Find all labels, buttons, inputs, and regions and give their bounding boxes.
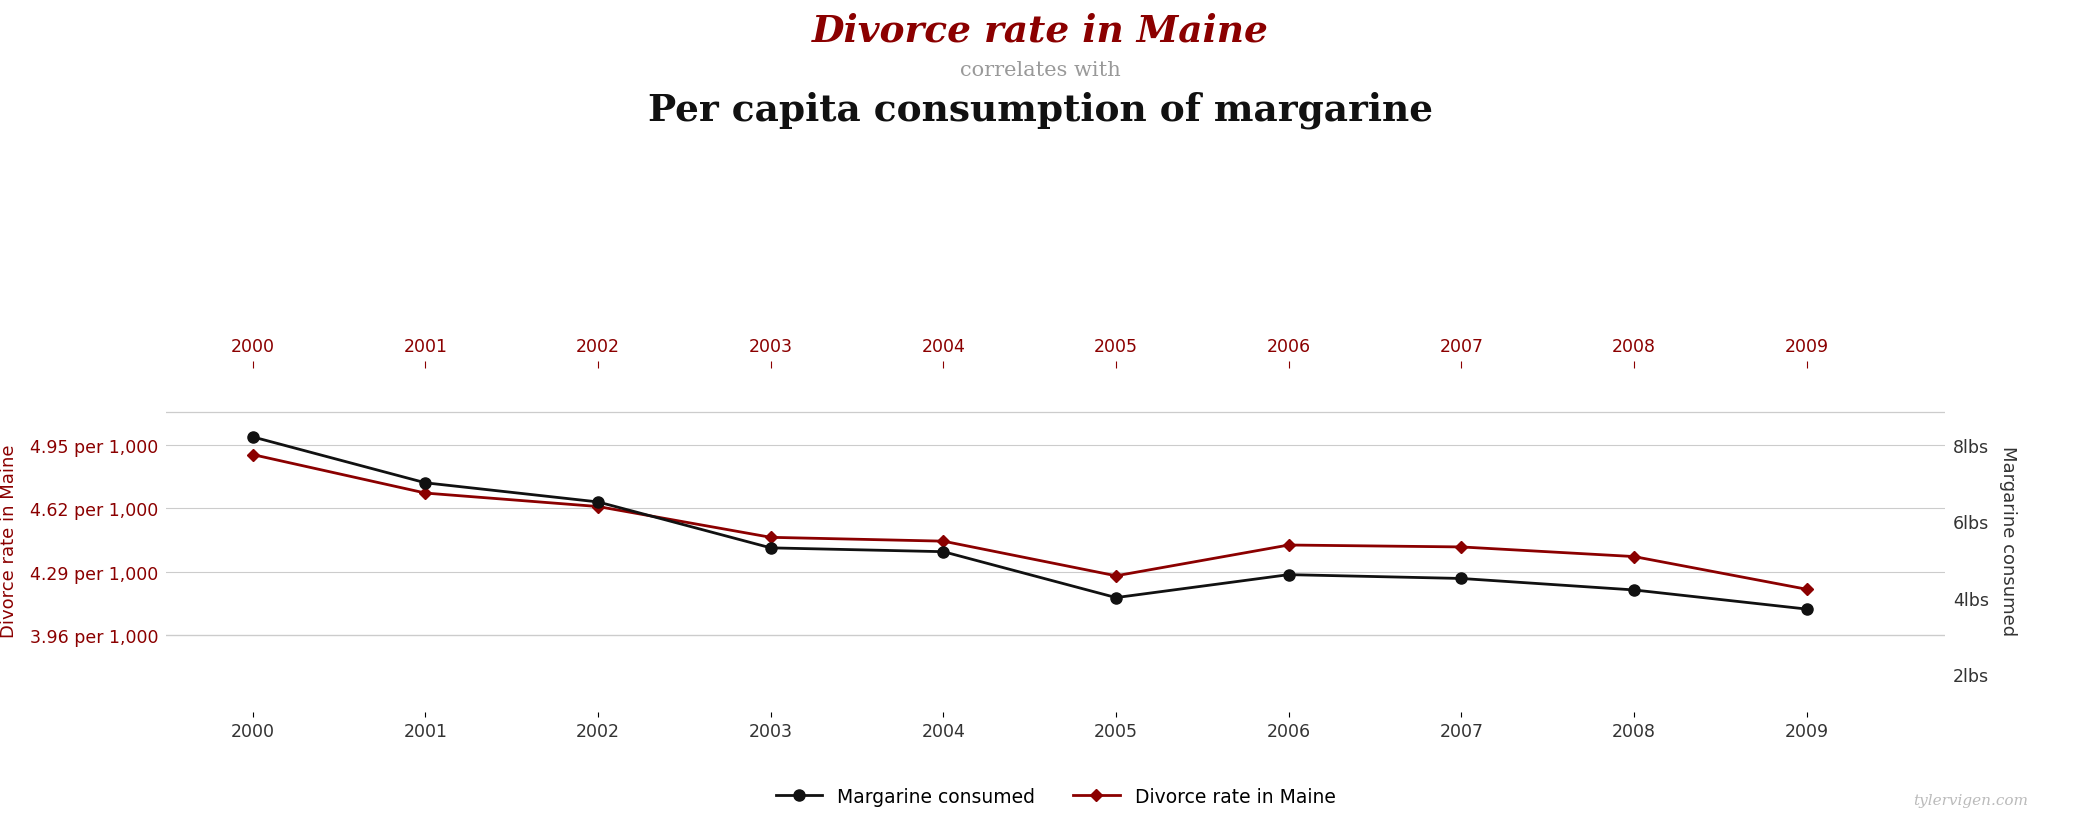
Text: correlates with: correlates with	[959, 61, 1121, 80]
Legend: Margarine consumed, Divorce rate in Maine: Margarine consumed, Divorce rate in Main…	[768, 780, 1344, 813]
Y-axis label: Margarine consumed: Margarine consumed	[1999, 446, 2018, 636]
Text: Divorce rate in Maine: Divorce rate in Maine	[811, 12, 1269, 49]
Y-axis label: Divorce rate in Maine: Divorce rate in Maine	[0, 444, 19, 637]
Text: tylervigen.com: tylervigen.com	[1914, 793, 2028, 807]
Text: Per capita consumption of margarine: Per capita consumption of margarine	[647, 92, 1433, 129]
